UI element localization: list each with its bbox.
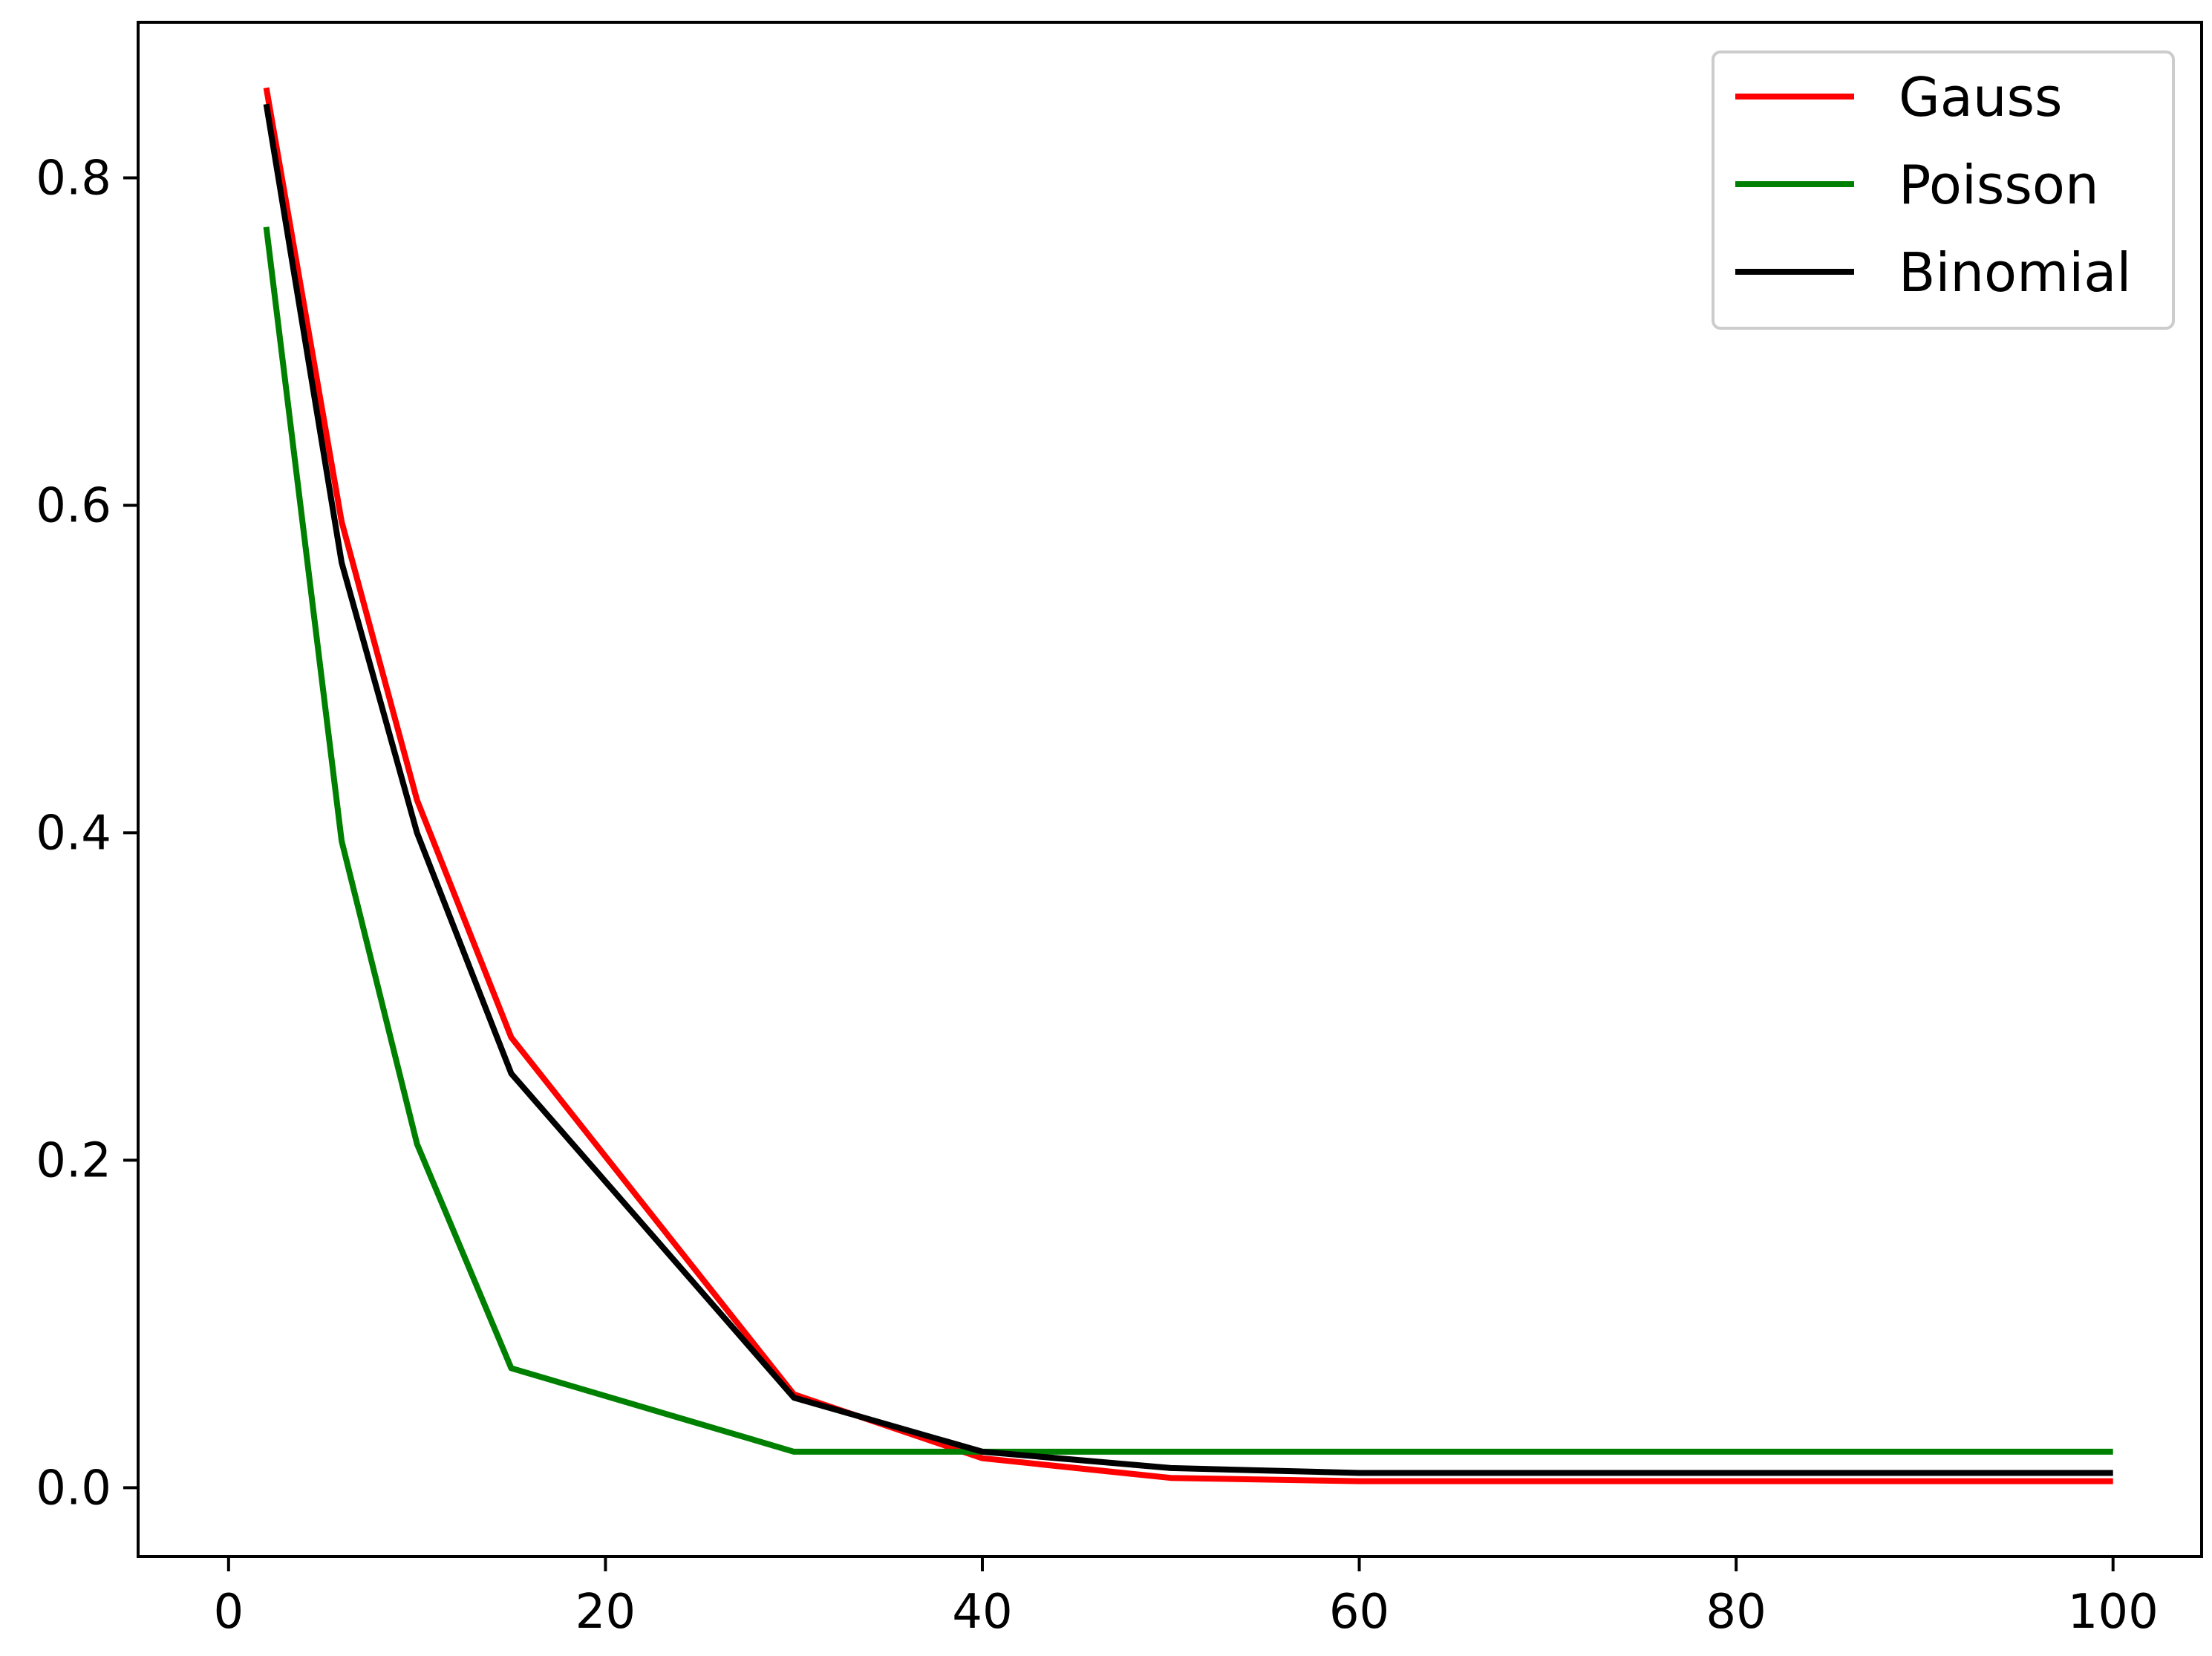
x-tick-label: 60 bbox=[1329, 1585, 1389, 1640]
legend: Gauss Poisson Binomial bbox=[1712, 50, 2175, 330]
legend-label-gauss: Gauss bbox=[1899, 66, 2063, 128]
legend-box bbox=[1712, 50, 2175, 330]
plot-frame bbox=[137, 21, 2203, 1558]
series-line-poisson bbox=[263, 226, 2113, 1455]
y-tick-label: 0.6 bbox=[36, 478, 111, 533]
y-tick-label: 0.0 bbox=[36, 1461, 111, 1516]
x-tick-label: 20 bbox=[575, 1585, 636, 1640]
series-line-gauss bbox=[263, 87, 2113, 1484]
x-tick-label: 100 bbox=[2068, 1585, 2159, 1640]
series-line-binomial bbox=[263, 103, 2113, 1476]
x-axis: 0 20 40 60 80 100 bbox=[213, 1556, 2159, 1640]
x-tick-label: 80 bbox=[1706, 1585, 1766, 1640]
y-tick-label: 0.2 bbox=[36, 1133, 111, 1188]
x-tick-label: 0 bbox=[213, 1585, 244, 1640]
y-tick-label: 0.4 bbox=[36, 806, 111, 861]
y-axis: 0.0 0.2 0.4 0.6 0.8 bbox=[36, 151, 138, 1516]
x-tick-label: 40 bbox=[952, 1585, 1012, 1640]
legend-label-poisson: Poisson bbox=[1899, 154, 2099, 216]
series-lines bbox=[263, 87, 2113, 1484]
legend-label-binomial: Binomial bbox=[1899, 241, 2131, 304]
y-tick-label: 0.8 bbox=[36, 151, 111, 206]
